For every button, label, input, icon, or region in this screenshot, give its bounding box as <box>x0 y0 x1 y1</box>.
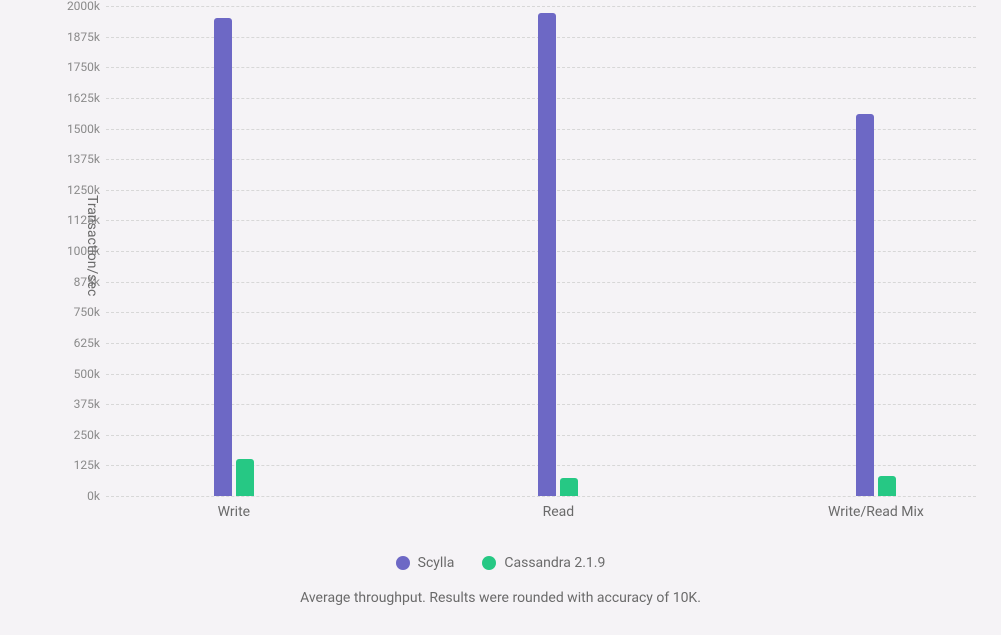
y-tick-label: 1750k <box>67 60 106 74</box>
legend-swatch <box>396 556 410 570</box>
y-tick-label: 1375k <box>67 152 106 166</box>
caption: Average throughput. Results were rounded… <box>0 590 1001 606</box>
y-tick-label: 375k <box>74 397 106 411</box>
legend: Scylla Cassandra 2.1.9 <box>0 555 1001 574</box>
legend-label: Scylla <box>418 555 455 571</box>
chart-container: 0k125k250k375k500k625k750k875k1000k1125k… <box>0 0 1001 635</box>
legend-item: Cassandra 2.1.9 <box>482 555 605 571</box>
legend-swatch <box>482 556 496 570</box>
x-tick-label: Read <box>543 496 575 520</box>
bar <box>560 478 578 496</box>
legend-label: Cassandra 2.1.9 <box>504 555 605 571</box>
plot-area: 0k125k250k375k500k625k750k875k1000k1125k… <box>106 6 976 496</box>
bar <box>878 476 896 496</box>
bar <box>236 459 254 496</box>
y-tick-label: 125k <box>74 458 106 472</box>
y-tick-label: 1875k <box>67 30 106 44</box>
y-tick-label: 1625k <box>67 91 106 105</box>
bar <box>856 114 874 496</box>
y-tick-label: 500k <box>74 367 106 381</box>
y-tick-label: 750k <box>74 305 106 319</box>
y-tick-label: 250k <box>74 428 106 442</box>
y-tick-label: 1500k <box>67 122 106 136</box>
x-tick-label: Write <box>218 496 250 520</box>
bar <box>538 13 556 496</box>
y-tick-label: 625k <box>74 336 106 350</box>
y-tick-label: 0k <box>87 489 106 503</box>
x-tick-label: Write/Read Mix <box>828 496 924 520</box>
bar <box>214 18 232 496</box>
y-axis-label: Transaction/sec <box>84 195 100 296</box>
legend-item: Scylla <box>396 555 455 571</box>
y-tick-label: 2000k <box>67 0 106 13</box>
gridline <box>106 6 976 7</box>
